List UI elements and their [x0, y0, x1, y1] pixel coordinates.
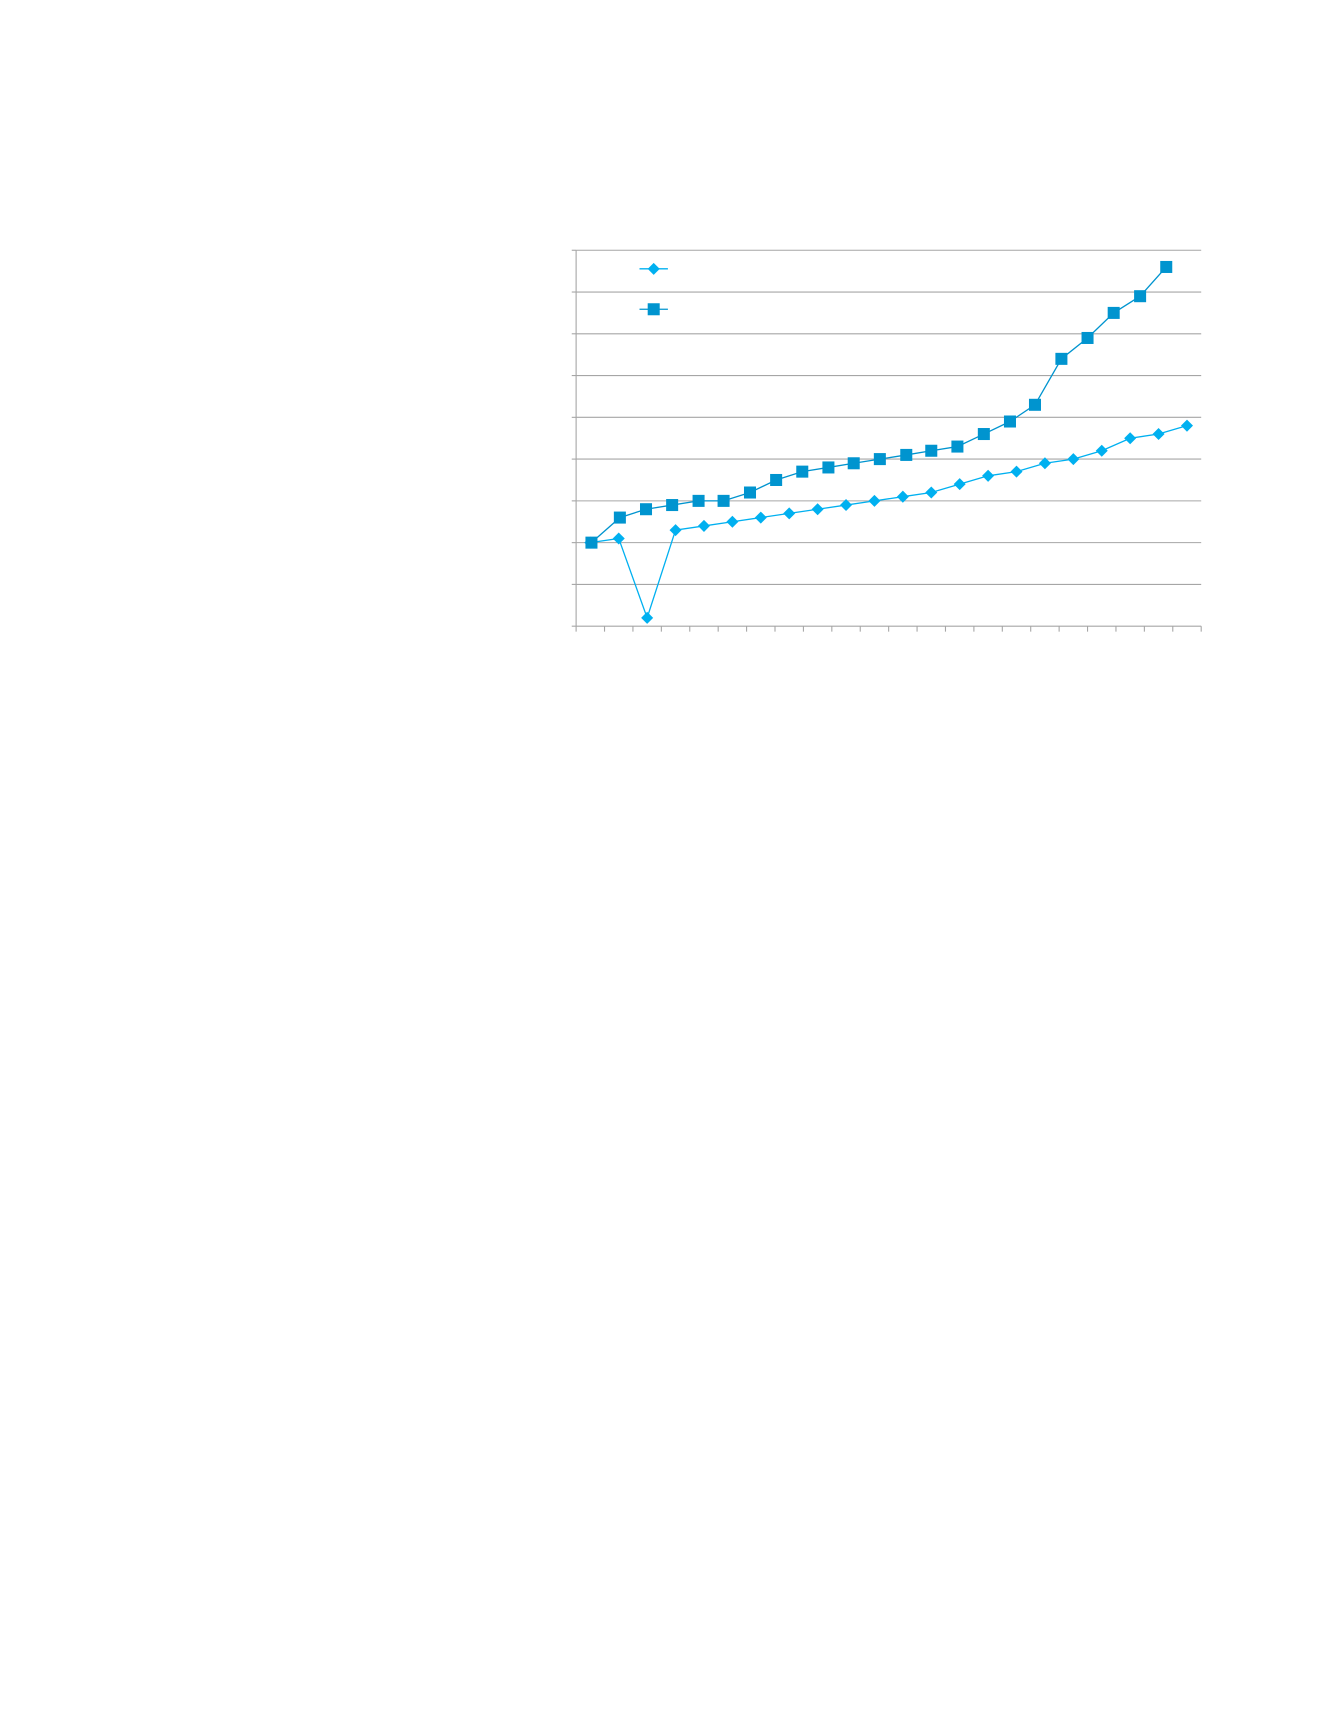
data-point	[873, 453, 886, 466]
data-point	[925, 486, 938, 499]
data-point	[1010, 465, 1023, 478]
data-point	[1067, 453, 1080, 466]
data-point	[754, 511, 767, 524]
data-point	[847, 457, 860, 470]
data-point	[896, 490, 909, 503]
data-point	[1107, 306, 1120, 319]
data-point	[900, 448, 913, 461]
data-point	[639, 503, 653, 516]
data-point	[977, 428, 990, 441]
data-point	[669, 524, 682, 537]
data-point	[1028, 398, 1041, 411]
data-point	[612, 532, 625, 545]
data-point	[717, 494, 730, 507]
series-line	[590, 425, 1188, 620]
data-point	[1134, 290, 1147, 303]
data-point	[1003, 415, 1016, 428]
data-point	[641, 611, 654, 624]
data-point	[1124, 432, 1137, 445]
data-point	[1160, 260, 1173, 273]
data-point	[743, 486, 757, 499]
data-point	[1095, 444, 1108, 457]
legend-marker	[647, 262, 660, 275]
data-point	[585, 536, 598, 549]
data-point	[822, 461, 835, 474]
data-point	[982, 469, 995, 482]
data-point	[1152, 428, 1165, 441]
data-point	[726, 515, 739, 528]
data-point	[840, 499, 853, 512]
data-point	[770, 473, 783, 486]
data-point	[811, 503, 824, 516]
data-point	[613, 511, 626, 524]
data-point	[1038, 457, 1051, 470]
data-point	[697, 519, 710, 532]
data-point	[868, 494, 881, 507]
data-point	[953, 478, 966, 491]
data-point	[1055, 352, 1068, 365]
data-point	[666, 499, 679, 512]
data-point	[951, 440, 964, 453]
legend-marker	[647, 303, 660, 316]
data-point	[783, 507, 796, 520]
data-point	[925, 444, 938, 457]
data-point	[692, 494, 705, 507]
data-point	[1081, 331, 1094, 344]
data-point	[796, 465, 809, 478]
data-point	[1180, 419, 1193, 432]
